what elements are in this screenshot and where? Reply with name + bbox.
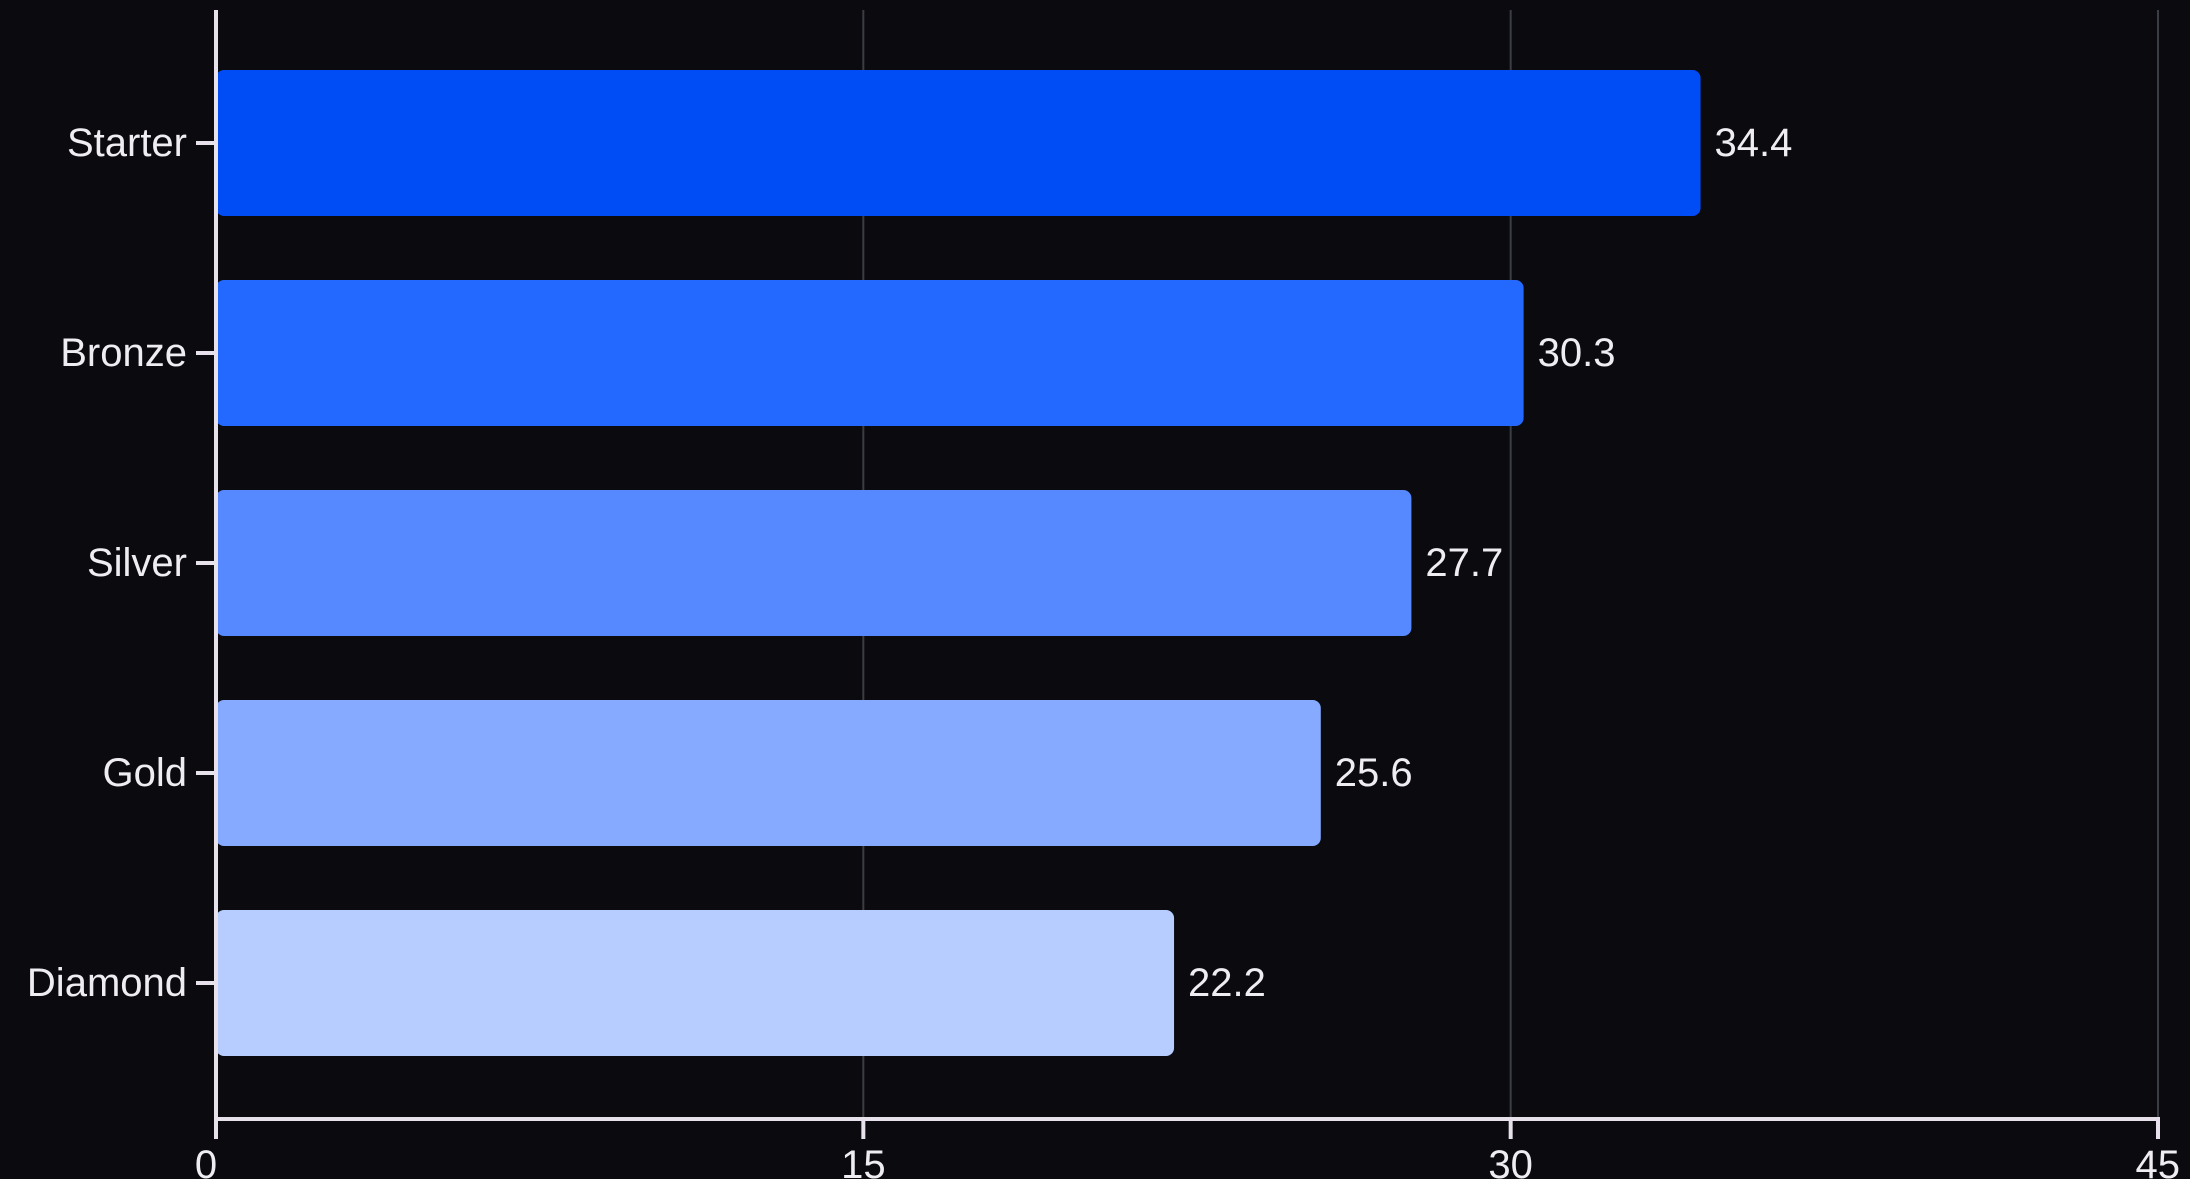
x-tick-label-30: 30 (1488, 1143, 1533, 1179)
category-label-silver: Silver (87, 541, 187, 585)
bars (216, 70, 1701, 1056)
bar-bronze (216, 280, 1524, 426)
value-label-diamond: 22.2 (1188, 961, 1266, 1005)
labels: 34.4 Starter 30.3 Bronze 27.7 Silver 25.6 Gold 2… (27, 121, 2180, 1179)
axes (196, 10, 2160, 1139)
category-label-diamond: Diamond (27, 961, 187, 1005)
bar-diamond (216, 910, 1175, 1056)
x-tick-label-45: 45 (2136, 1143, 2181, 1179)
bar-silver (216, 490, 1412, 636)
bar-gold (216, 700, 1321, 846)
value-label-gold: 25.6 (1335, 751, 1413, 795)
category-label-gold: Gold (103, 751, 188, 795)
bar-starter (216, 70, 1701, 216)
x-tick-label-15: 15 (841, 1143, 886, 1179)
value-label-starter: 34.4 (1715, 121, 1793, 165)
value-label-bronze: 30.3 (1538, 331, 1616, 375)
value-label-silver: 27.7 (1425, 541, 1503, 585)
category-label-starter: Starter (67, 121, 187, 165)
category-label-bronze: Bronze (60, 331, 187, 375)
x-tick-label-0: 0 (195, 1143, 217, 1179)
